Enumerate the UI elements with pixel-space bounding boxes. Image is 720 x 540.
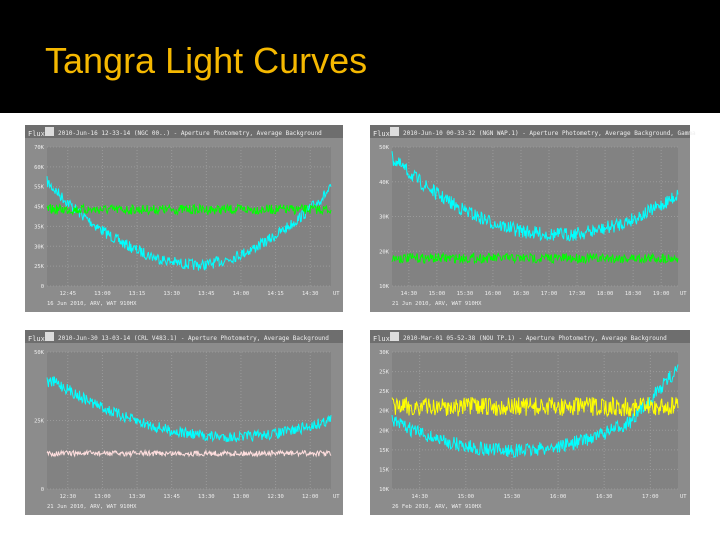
x-tick-label: 17:30 [569,291,586,297]
light-curve [46,202,332,216]
x-axis-unit: UT [333,494,340,500]
window-icon [45,332,54,341]
window-title: 2010-Mar-01 05-52-38 (NOU TP.1) - Apertu… [403,335,667,342]
y-tick-label: 70K [34,145,45,151]
y-tick-label: 0 [41,487,44,493]
x-tick-label: 19:00 [653,291,670,297]
x-tick-label: 13:30 [129,494,146,500]
light-curve [46,375,332,443]
y-tick-label: 50K [34,350,45,356]
x-tick-label: 12:30 [59,494,76,500]
x-tick-label: 16:00 [550,494,567,500]
y-tick-label: 25K [34,419,45,425]
window-icon [390,332,399,341]
screenshot-window: 2010-Jun-10 00-33-32 (NGN WAP.1) - Apert… [370,125,696,312]
footer: 16 Jun 2010, ARV, WAT 910HX [47,301,137,307]
x-tick-label: 13:00 [94,291,111,297]
x-tick-label: 13:45 [163,494,180,500]
y-tick-label: 30K [379,215,390,221]
screenshot-window: 2010-Jun-16 12-33-14 (NGC 00..) - Apertu… [25,125,343,312]
footer: 21 Jun 2010, ARV, WAT 910HX [47,504,137,510]
x-tick-label: 13:30 [163,291,180,297]
header-bar: Tangra Light Curves [0,0,720,113]
window-title: 2010-Jun-30 13-03-14 (CRL V483.1) - Aper… [58,335,329,342]
y-tick-label: 35K [34,224,45,230]
y-tick-label: 60K [34,165,45,171]
y-tick-label: 25K [34,264,45,270]
x-tick-label: 14:30 [302,291,319,297]
x-tick-label: 15:00 [458,494,475,500]
x-tick-label: 16:00 [485,291,502,297]
y-tick-label: 10K [379,284,390,290]
light-curve [46,176,332,271]
x-tick-label: 13:00 [233,494,250,500]
x-axis-unit: UT [680,494,687,500]
x-axis-unit: UT [333,291,340,297]
y-tick-label: 10K [379,487,390,493]
y-tick-label: 30K [34,244,45,250]
y-tick-label: 20K [379,249,390,255]
x-tick-label: 14:30 [401,291,418,297]
y-tick-label: 55K [34,185,45,191]
x-tick-label: 17:00 [642,494,659,500]
y-tick-label: 0 [41,284,44,290]
y-axis-label: Flux [373,335,390,343]
y-axis-label: Flux [28,335,45,343]
x-tick-label: 14:15 [267,291,284,297]
screenshot-window: 2010-Jun-30 13-03-14 (CRL V483.1) - Aper… [25,330,343,515]
y-tick-label: 30K [379,350,390,356]
y-axis-label: Flux [373,130,390,138]
window-icon [390,127,399,136]
x-tick-label: 15:30 [504,494,521,500]
y-tick-label: 20K [379,428,390,434]
light-curve [391,396,679,418]
window-titlebar [25,125,343,138]
y-tick-label: 25K [379,370,390,376]
x-axis-unit: UT [680,291,687,297]
y-tick-label: 15K [379,467,390,473]
y-tick-label: 50K [379,145,390,151]
light-curve [391,364,679,459]
slide-title: Tangra Light Curves [45,40,368,81]
y-axis-label: Flux [28,130,45,138]
y-tick-label: 15K [379,448,390,454]
y-tick-label: 20K [379,409,390,415]
y-tick-label: 40K [379,180,390,186]
x-tick-label: 13:15 [129,291,146,297]
x-tick-label: 15:00 [429,291,446,297]
window-titlebar [25,330,343,343]
x-tick-label: 14:00 [233,291,250,297]
footer: 26 Feb 2010, ARV, WAT 910HX [392,504,482,510]
window-titlebar [370,330,690,343]
x-tick-label: 18:00 [597,291,614,297]
y-tick-label: 25K [379,389,390,395]
x-tick-label: 12:45 [59,291,76,297]
x-tick-label: 16:30 [596,494,613,500]
window-title: 2010-Jun-16 12-33-14 (NGC 00..) - Apertu… [58,130,322,137]
x-tick-label: 16:30 [513,291,530,297]
window-icon [45,127,54,136]
plot-area [392,352,678,489]
x-tick-label: 14:30 [411,494,428,500]
light-curve [391,151,679,242]
x-tick-label: 13:45 [198,291,215,297]
x-tick-label: 13:30 [198,494,215,500]
x-tick-label: 12:00 [302,494,319,500]
window-title: 2010-Jun-10 00-33-32 (NGN WAP.1) - Apert… [403,130,696,137]
screenshot-window: 2010-Mar-01 05-52-38 (NOU TP.1) - Apertu… [370,330,690,515]
light-curve [46,448,332,459]
x-tick-label: 13:00 [94,494,111,500]
y-tick-label: 45K [34,205,45,211]
footer: 21 Jun 2010, ARV, WAT 910HX [392,301,482,307]
light-curve [391,251,679,265]
x-tick-label: 12:30 [267,494,284,500]
x-tick-label: 18:30 [625,291,642,297]
x-tick-label: 15:30 [457,291,474,297]
window-titlebar [370,125,690,138]
plot-area [392,147,678,286]
x-tick-label: 17:00 [541,291,558,297]
